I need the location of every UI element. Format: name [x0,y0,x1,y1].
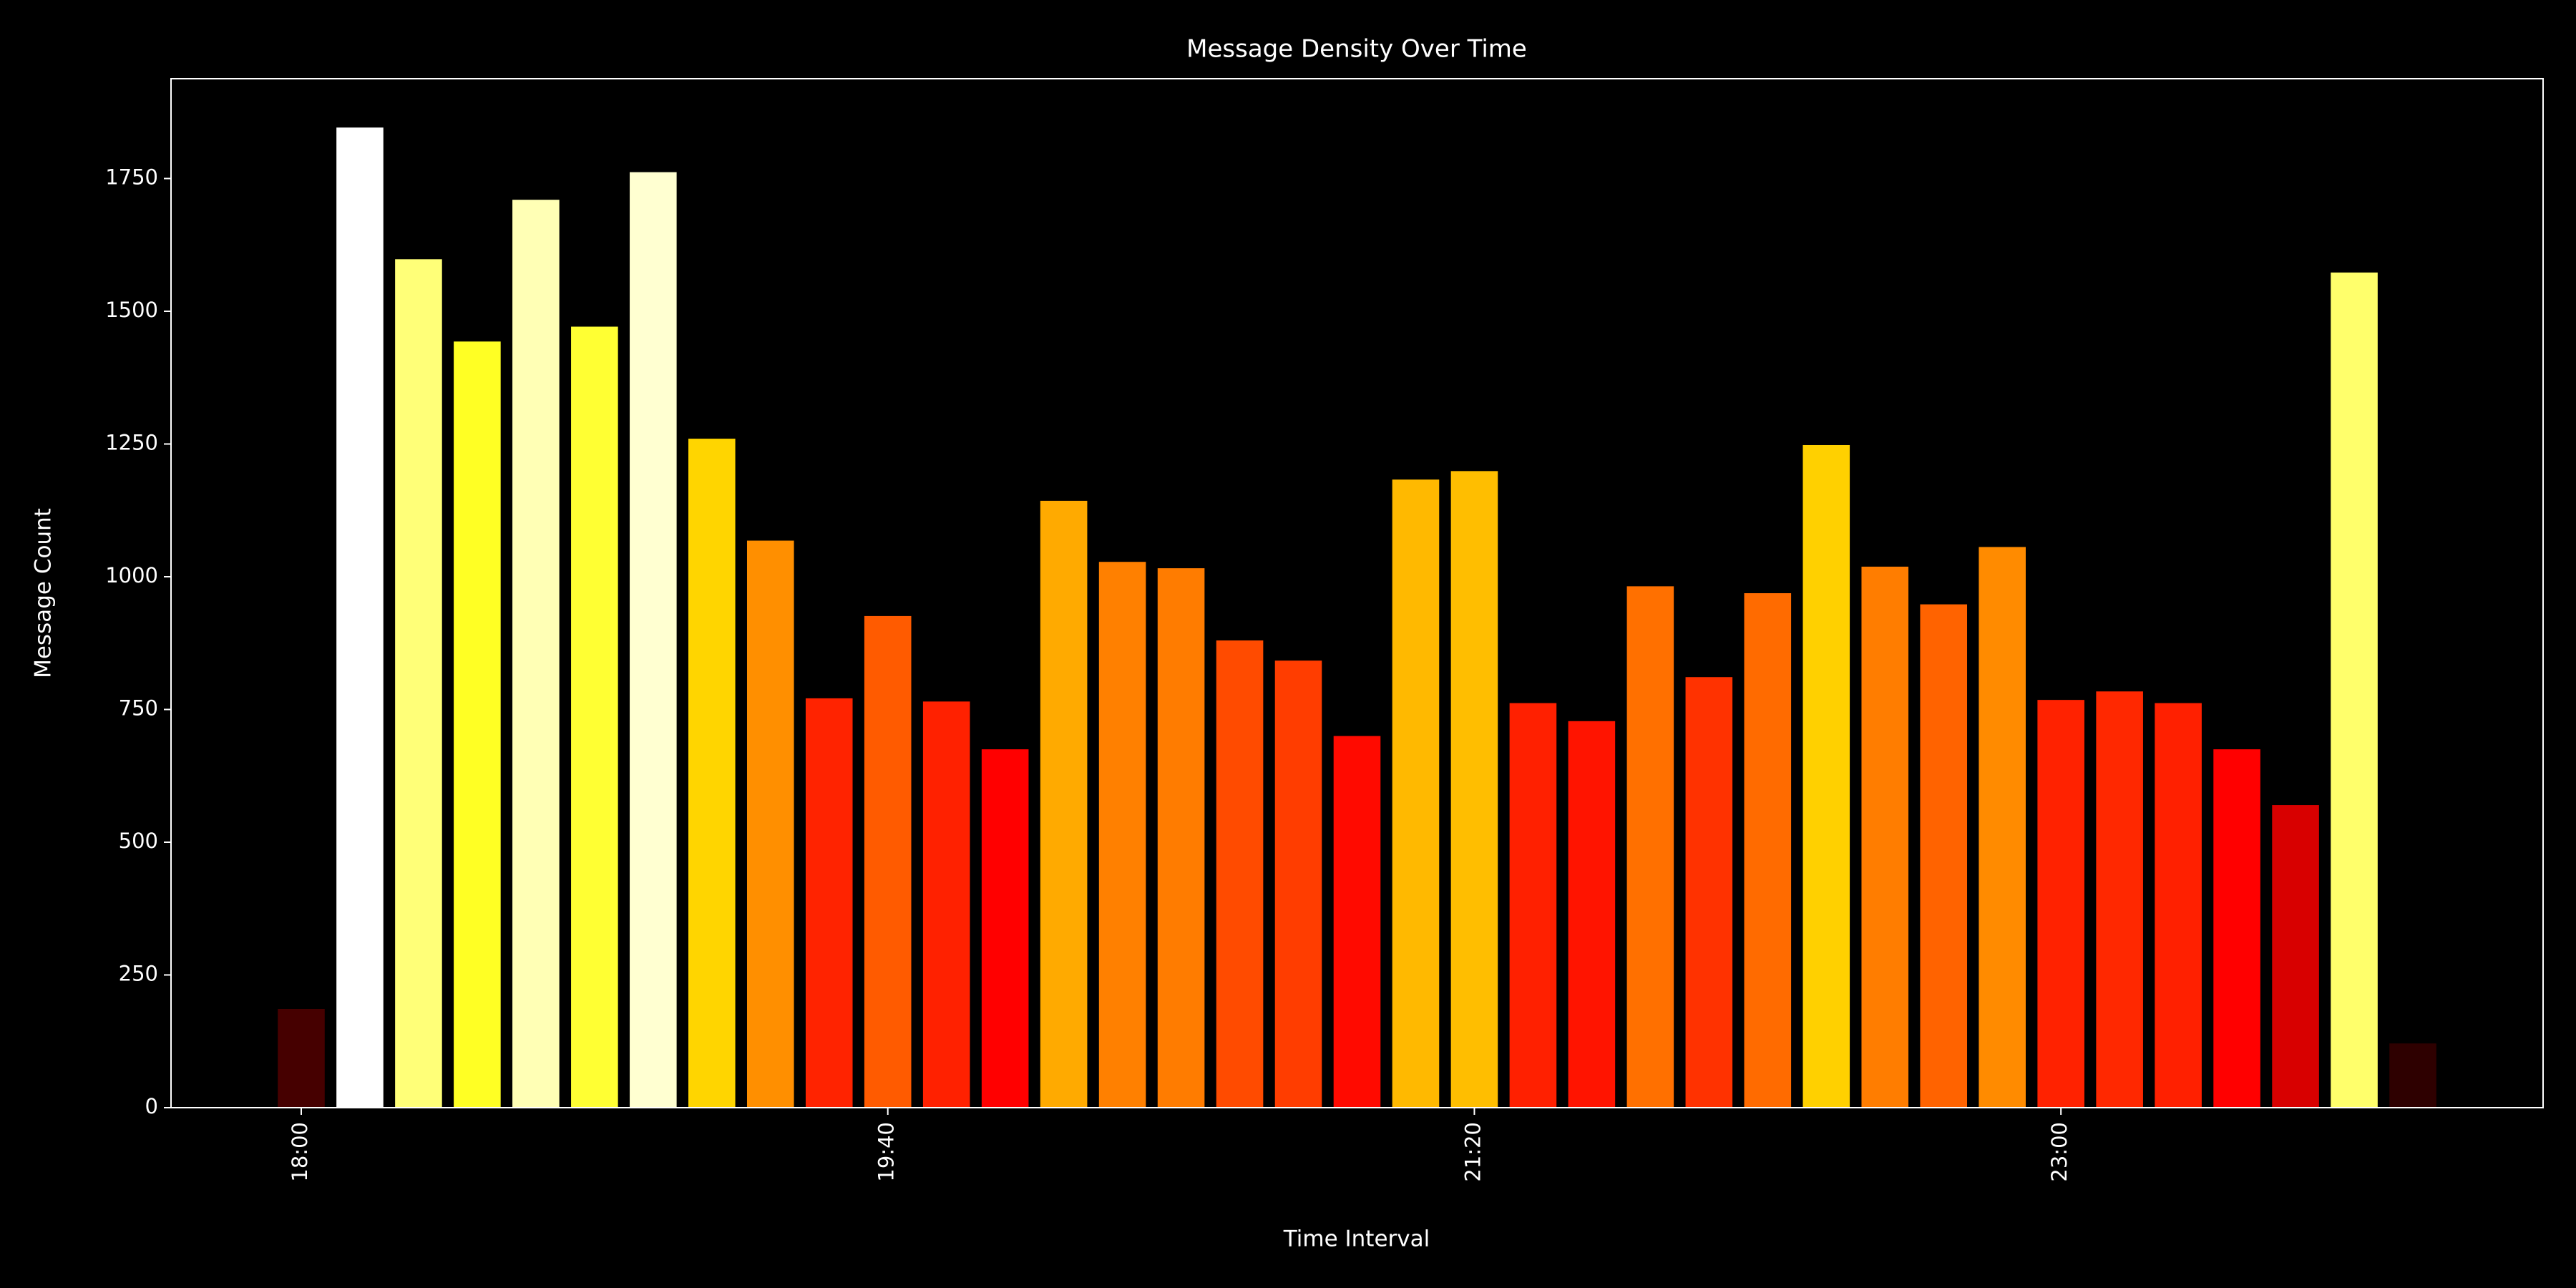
bar [2389,1043,2436,1108]
x-tick-label: 21:20 [1460,1122,1485,1182]
bar [2096,691,2143,1108]
x-tick-label: 23:00 [2047,1122,2072,1182]
bar [2272,805,2319,1108]
y-tick-label: 0 [145,1094,158,1118]
y-tick-label: 500 [119,829,158,853]
bar [278,1008,325,1108]
bar [1568,721,1616,1108]
y-tick-label: 250 [119,961,158,985]
bar [1509,703,1557,1108]
bar [1216,640,1264,1108]
bar [1979,547,2026,1108]
bar [1157,568,1205,1108]
y-tick-label: 1250 [105,430,158,454]
bar [2213,749,2260,1108]
y-tick-label: 750 [119,696,158,720]
bar [746,540,794,1108]
bar [1744,593,1792,1108]
x-tick-label: 18:00 [288,1122,312,1182]
bar [1392,479,1440,1108]
bar [981,749,1029,1108]
y-tick-label: 1000 [105,563,158,587]
y-tick-label: 1500 [105,298,158,322]
bar [1626,586,1674,1108]
bar [1450,471,1498,1108]
bar [2155,703,2202,1108]
bar [395,259,442,1108]
bar [1098,562,1146,1108]
plot-frame [170,78,2544,1108]
bar [1274,660,1322,1108]
bar [512,200,560,1108]
bar [571,326,618,1108]
bar [336,127,384,1108]
y-axis-label: Message Count [31,508,57,678]
bar [805,698,853,1108]
bar [688,439,736,1108]
bar [1685,677,1733,1108]
chart-title: Message Density Over Time [1186,35,1527,64]
x-axis-label: Time Interval [1283,1226,1430,1252]
y-tick-label: 1750 [105,165,158,189]
bar [2331,272,2378,1108]
bar [630,172,677,1108]
bar [864,615,912,1108]
bar [1333,736,1381,1108]
bar [922,701,970,1108]
bar [1040,500,1088,1108]
bar [1802,444,1850,1108]
x-tick-label: 19:40 [874,1122,899,1182]
bar [1861,566,1909,1108]
bar [454,341,501,1108]
bar [1920,604,1968,1108]
bar [2037,700,2084,1108]
